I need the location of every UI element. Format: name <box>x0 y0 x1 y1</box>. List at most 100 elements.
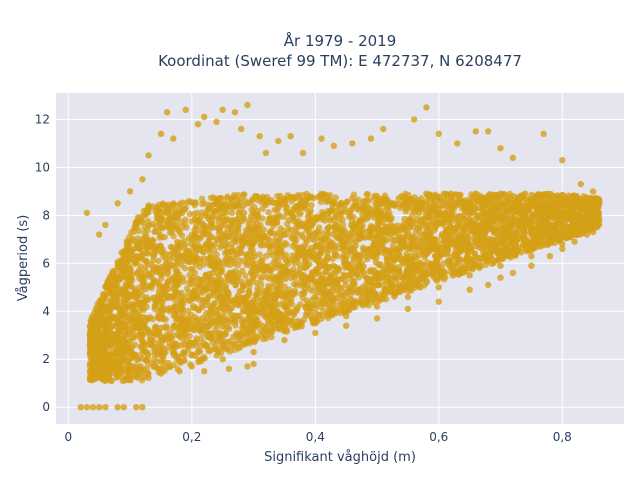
data-point <box>406 283 413 290</box>
data-point <box>221 319 228 326</box>
data-point <box>284 220 291 227</box>
data-point <box>253 193 260 200</box>
data-point <box>332 194 339 201</box>
data-points <box>77 101 603 411</box>
data-point <box>588 195 595 202</box>
data-point <box>540 241 548 249</box>
data-point <box>289 310 297 317</box>
data-point <box>196 281 204 288</box>
data-point <box>282 275 289 282</box>
data-point <box>176 321 184 328</box>
data-point <box>417 218 425 225</box>
data-point <box>232 281 239 289</box>
data-point <box>248 269 255 277</box>
data-point <box>340 271 347 278</box>
data-point <box>159 355 167 363</box>
data-point <box>199 200 206 208</box>
data-point <box>121 376 129 383</box>
data-point <box>137 263 144 270</box>
data-point <box>203 309 210 317</box>
data-point <box>180 357 188 364</box>
data-point <box>131 334 138 341</box>
data-point <box>380 229 388 236</box>
data-point <box>410 239 417 246</box>
data-point <box>119 265 127 272</box>
data-point <box>256 251 263 258</box>
data-point <box>344 198 351 206</box>
data-point <box>339 254 347 261</box>
data-point <box>137 240 144 247</box>
data-point <box>471 250 478 257</box>
data-point <box>408 234 416 241</box>
data-point <box>203 210 210 217</box>
data-point <box>133 363 140 370</box>
data-point <box>325 247 332 254</box>
data-point <box>237 196 244 204</box>
data-point <box>176 245 183 253</box>
data-point <box>315 285 323 292</box>
data-point <box>173 268 180 276</box>
data-point <box>104 373 111 380</box>
data-point <box>421 282 428 289</box>
data-point <box>371 282 379 289</box>
data-point <box>218 267 225 275</box>
data-point <box>469 228 476 235</box>
data-point <box>365 204 372 211</box>
data-point <box>217 244 224 251</box>
data-point <box>222 284 229 292</box>
data-point <box>90 354 97 362</box>
data-point <box>250 222 258 230</box>
chart-title-line-1: År 1979 - 2019 <box>284 31 397 50</box>
data-point <box>246 337 253 344</box>
data-point <box>456 246 463 253</box>
data-point <box>153 263 160 271</box>
data-point <box>310 195 317 202</box>
data-point <box>95 333 102 341</box>
data-point <box>366 197 373 204</box>
data-point <box>375 225 382 233</box>
data-point <box>557 202 564 209</box>
data-point <box>196 263 203 270</box>
data-point <box>301 281 308 288</box>
data-point <box>155 339 162 346</box>
data-point <box>274 252 281 259</box>
data-point <box>199 276 206 283</box>
data-point <box>191 199 198 206</box>
data-point <box>238 278 245 285</box>
data-point <box>364 277 371 285</box>
data-point <box>439 221 447 228</box>
data-point <box>192 286 199 293</box>
data-point <box>301 256 309 263</box>
data-point <box>593 210 600 217</box>
data-point <box>236 256 243 264</box>
data-point <box>418 195 425 202</box>
data-point <box>226 261 234 268</box>
data-point <box>331 251 339 258</box>
data-point <box>352 230 359 238</box>
data-point <box>459 198 466 205</box>
data-point <box>214 338 221 345</box>
data-point <box>181 220 188 227</box>
data-point <box>275 237 282 244</box>
data-point <box>448 239 455 246</box>
data-point <box>169 325 177 332</box>
data-point <box>86 341 94 348</box>
data-point <box>257 241 264 248</box>
data-point <box>319 230 326 237</box>
data-point <box>317 198 325 206</box>
data-point <box>319 257 327 265</box>
data-point <box>201 255 208 262</box>
data-point <box>247 331 254 339</box>
data-point <box>205 275 212 282</box>
data-point <box>151 228 158 235</box>
data-point <box>240 215 248 223</box>
data-point <box>354 252 361 259</box>
data-point <box>190 292 197 299</box>
data-point <box>193 254 200 261</box>
data-point <box>202 341 209 349</box>
data-point <box>139 213 146 220</box>
data-point <box>220 232 227 240</box>
data-point <box>102 323 109 331</box>
data-point <box>128 293 135 301</box>
data-point <box>92 306 100 313</box>
